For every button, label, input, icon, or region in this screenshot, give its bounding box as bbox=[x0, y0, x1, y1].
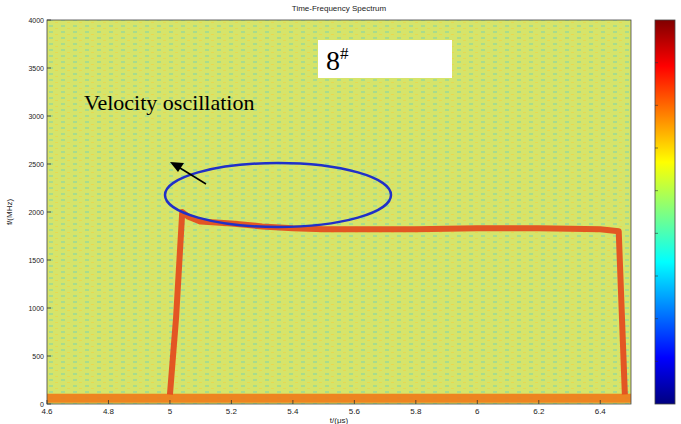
title: Time-Frequency Spectrum bbox=[292, 4, 387, 13]
y-tick-label: 2500 bbox=[28, 161, 44, 168]
colorbar-tick bbox=[655, 62, 658, 63]
arrow-shaft bbox=[180, 168, 206, 184]
plot-background bbox=[47, 20, 631, 404]
y-tick-label: 4000 bbox=[28, 17, 44, 24]
chart: Time-Frequency Spectrum 4.6 4.8 5 5.2 5.4 5.6 5… bbox=[0, 0, 681, 424]
x-tick bbox=[47, 400, 48, 404]
x-tick-label: 5.4 bbox=[287, 407, 299, 416]
y-tick bbox=[47, 20, 51, 21]
y-tick bbox=[47, 116, 51, 117]
y-tick bbox=[47, 260, 51, 261]
y-tick bbox=[47, 212, 51, 213]
x-tick-label: 6.4 bbox=[595, 407, 607, 416]
x-tick bbox=[169, 400, 170, 404]
x-tick bbox=[354, 400, 355, 404]
series-line bbox=[170, 212, 625, 394]
y-axis-label: f/(MHz) bbox=[5, 199, 14, 226]
x-tick-label: 5.6 bbox=[349, 407, 361, 416]
sample-label-sup: # bbox=[340, 44, 349, 63]
x-axis-label: t/(μs) bbox=[330, 416, 349, 424]
x-tick-label: 4.8 bbox=[103, 407, 115, 416]
colorbar-tick bbox=[655, 233, 658, 234]
y-tick bbox=[47, 356, 51, 357]
x-tick-label: 5.8 bbox=[410, 407, 422, 416]
x-tick bbox=[415, 400, 416, 404]
colorbar-tick bbox=[655, 105, 658, 106]
x-tick bbox=[231, 400, 232, 404]
highlight-ellipse bbox=[165, 163, 391, 227]
plot-frame bbox=[47, 20, 631, 404]
y-tick-label: 500 bbox=[32, 353, 44, 360]
y-tick-label: 1000 bbox=[28, 305, 44, 312]
colorbar-tick bbox=[655, 318, 658, 319]
x-tick bbox=[292, 400, 293, 404]
annotation: Velocity oscillation bbox=[84, 90, 254, 115]
x-tick-label: 6 bbox=[475, 407, 480, 416]
label-box bbox=[318, 40, 452, 78]
x-tick-label: 6.2 bbox=[533, 407, 545, 416]
x-tick-label: 5.2 bbox=[226, 407, 238, 416]
colorbar-tick bbox=[655, 148, 658, 149]
y-tick-label: 0 bbox=[40, 401, 44, 408]
x-tick bbox=[600, 400, 601, 404]
y-tick bbox=[47, 164, 51, 165]
arrow-head bbox=[170, 162, 184, 172]
y-tick bbox=[47, 308, 51, 309]
x-tick bbox=[477, 400, 478, 404]
y-tick-label: 1500 bbox=[28, 257, 44, 264]
y-tick-label: 3500 bbox=[28, 65, 44, 72]
y-tick bbox=[47, 68, 51, 69]
colorbar-tick bbox=[655, 190, 658, 191]
colorbar-tick bbox=[655, 361, 658, 362]
colorbar bbox=[655, 20, 675, 404]
x-tick bbox=[538, 400, 539, 404]
series-group bbox=[47, 212, 631, 398]
x-tick-label: 5 bbox=[168, 407, 173, 416]
sample-label-main: 8 bbox=[326, 45, 340, 76]
sample-label: 8# bbox=[326, 44, 349, 76]
series-line bbox=[47, 394, 631, 403]
y-tick-label: 2000 bbox=[28, 209, 44, 216]
x-tick bbox=[108, 400, 109, 404]
colorbar-tick bbox=[655, 276, 658, 277]
y-tick bbox=[47, 404, 51, 405]
x-tick-label: 4.6 bbox=[41, 407, 53, 416]
y-tick-label: 3000 bbox=[28, 113, 44, 120]
